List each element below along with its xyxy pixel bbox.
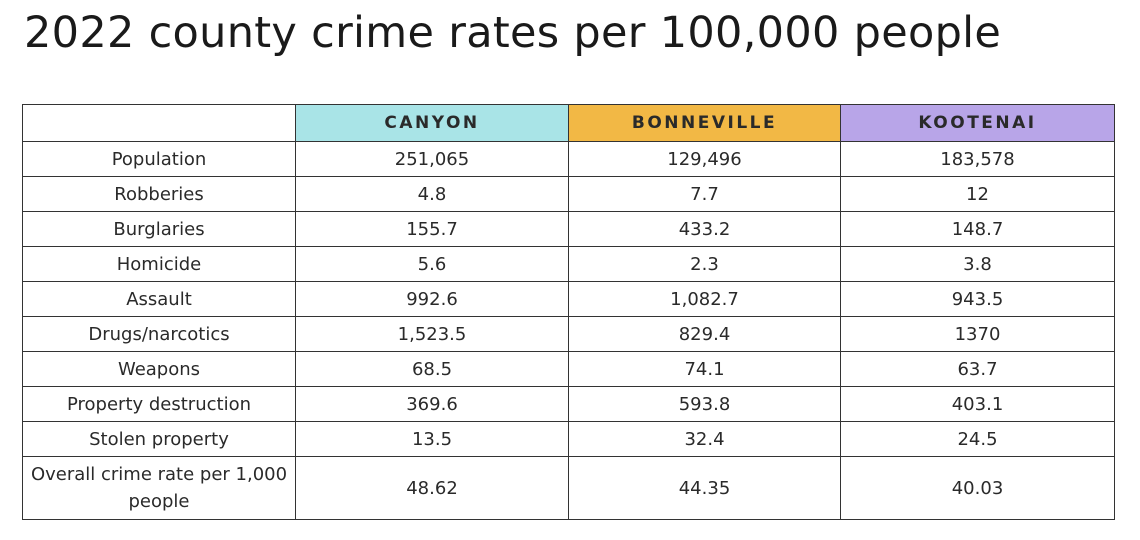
- row-label: Assault: [22, 281, 296, 317]
- canyon-value: 1,523.5: [295, 316, 569, 352]
- bonneville-value: 2.3: [568, 246, 841, 282]
- canyon-value: 68.5: [295, 351, 569, 387]
- table-row: Weapons 68.5 74.1 63.7: [22, 351, 1115, 387]
- canyon-value: 48.62: [295, 456, 569, 520]
- header-canyon: CANYON: [295, 104, 569, 142]
- kootenai-value: 40.03: [840, 456, 1115, 520]
- bonneville-value: 74.1: [568, 351, 841, 387]
- bonneville-value: 593.8: [568, 386, 841, 422]
- header-row: CANYON BONNEVILLE KOOTENAI: [22, 104, 1115, 142]
- table-row: Burglaries 155.7 433.2 148.7: [22, 211, 1115, 247]
- bonneville-value: 32.4: [568, 421, 841, 457]
- kootenai-value: 1370: [840, 316, 1115, 352]
- bonneville-value: 7.7: [568, 176, 841, 212]
- header-kootenai: KOOTENAI: [840, 104, 1115, 142]
- crime-rates-table: CANYON BONNEVILLE KOOTENAI Population 251…: [22, 104, 1115, 520]
- kootenai-value: 24.5: [840, 421, 1115, 457]
- canyon-value: 13.5: [295, 421, 569, 457]
- row-label: Weapons: [22, 351, 296, 387]
- kootenai-value: 148.7: [840, 211, 1115, 247]
- bonneville-value: 44.35: [568, 456, 841, 520]
- row-label: Drugs/narcotics: [22, 316, 296, 352]
- canyon-value: 155.7: [295, 211, 569, 247]
- table-row: Assault 992.6 1,082.7 943.5: [22, 281, 1115, 317]
- table-row: Stolen property 13.5 32.4 24.5: [22, 421, 1115, 457]
- canyon-value: 4.8: [295, 176, 569, 212]
- header-blank: [22, 104, 296, 142]
- kootenai-value: 12: [840, 176, 1115, 212]
- kootenai-value: 403.1: [840, 386, 1115, 422]
- bonneville-value: 433.2: [568, 211, 841, 247]
- row-label: Population: [22, 141, 296, 177]
- canyon-value: 251,065: [295, 141, 569, 177]
- canyon-value: 992.6: [295, 281, 569, 317]
- bonneville-value: 1,082.7: [568, 281, 841, 317]
- page-title: 2022 county crime rates per 100,000 peop…: [24, 8, 1002, 58]
- canyon-value: 5.6: [295, 246, 569, 282]
- header-bonneville: BONNEVILLE: [568, 104, 841, 142]
- row-label: Property destruction: [22, 386, 296, 422]
- kootenai-value: 63.7: [840, 351, 1115, 387]
- table-row: Homicide 5.6 2.3 3.8: [22, 246, 1115, 282]
- kootenai-value: 943.5: [840, 281, 1115, 317]
- bonneville-value: 129,496: [568, 141, 841, 177]
- table-row: Drugs/narcotics 1,523.5 829.4 1370: [22, 316, 1115, 352]
- row-label: Homicide: [22, 246, 296, 282]
- row-label: Overall crime rate per 1,000 people: [22, 456, 296, 520]
- bonneville-value: 829.4: [568, 316, 841, 352]
- row-label: Robberies: [22, 176, 296, 212]
- kootenai-value: 3.8: [840, 246, 1115, 282]
- row-label: Burglaries: [22, 211, 296, 247]
- table-row: Overall crime rate per 1,000 people 48.62…: [22, 456, 1115, 520]
- canyon-value: 369.6: [295, 386, 569, 422]
- table-row: Robberies 4.8 7.7 12: [22, 176, 1115, 212]
- kootenai-value: 183,578: [840, 141, 1115, 177]
- table-row: Property destruction 369.6 593.8 403.1: [22, 386, 1115, 422]
- row-label: Stolen property: [22, 421, 296, 457]
- table-row: Population 251,065 129,496 183,578: [22, 141, 1115, 177]
